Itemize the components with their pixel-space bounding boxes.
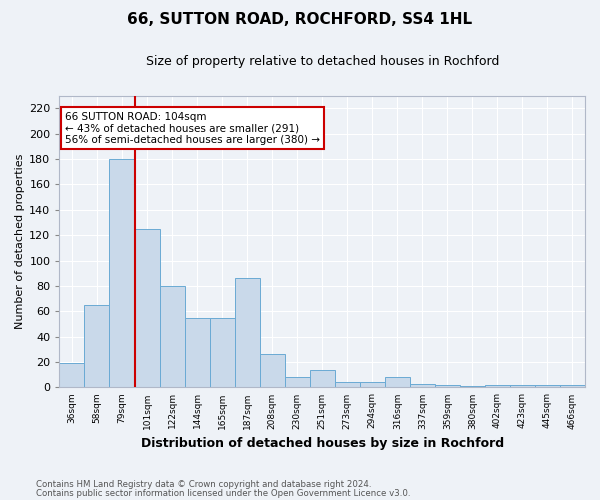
Bar [560,385,585,388]
Bar [360,382,385,388]
Bar [510,385,535,388]
Bar [134,229,160,388]
Text: Contains HM Land Registry data © Crown copyright and database right 2024.: Contains HM Land Registry data © Crown c… [36,480,371,489]
Y-axis label: Number of detached properties: Number of detached properties [15,154,25,329]
Bar [185,318,209,388]
Title: Size of property relative to detached houses in Rochford: Size of property relative to detached ho… [146,55,499,68]
Bar [235,278,260,388]
Bar [284,378,310,388]
Bar [160,286,185,388]
Text: 66 SUTTON ROAD: 104sqm
← 43% of detached houses are smaller (291)
56% of semi-de: 66 SUTTON ROAD: 104sqm ← 43% of detached… [65,112,320,145]
Bar [335,382,360,388]
Text: 66, SUTTON ROAD, ROCHFORD, SS4 1HL: 66, SUTTON ROAD, ROCHFORD, SS4 1HL [127,12,473,28]
Text: Contains public sector information licensed under the Open Government Licence v3: Contains public sector information licen… [36,490,410,498]
Bar [209,318,235,388]
Bar [109,159,134,388]
Bar [485,385,510,388]
Bar [535,385,560,388]
Bar [260,354,284,388]
Bar [385,378,410,388]
X-axis label: Distribution of detached houses by size in Rochford: Distribution of detached houses by size … [140,437,504,450]
Bar [410,384,435,388]
Bar [460,386,485,388]
Bar [85,305,109,388]
Bar [310,370,335,388]
Bar [59,364,85,388]
Bar [435,385,460,388]
